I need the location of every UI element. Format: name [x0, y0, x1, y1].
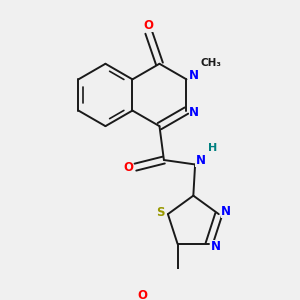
Text: N: N	[221, 205, 231, 218]
Text: O: O	[123, 160, 133, 174]
Text: H: H	[208, 143, 218, 153]
Text: O: O	[144, 19, 154, 32]
Text: N: N	[211, 240, 221, 253]
Text: N: N	[196, 154, 206, 167]
Text: CH₃: CH₃	[201, 58, 222, 68]
Text: N: N	[189, 69, 199, 82]
Text: N: N	[189, 106, 199, 119]
Text: O: O	[137, 289, 148, 300]
Text: S: S	[156, 206, 164, 219]
